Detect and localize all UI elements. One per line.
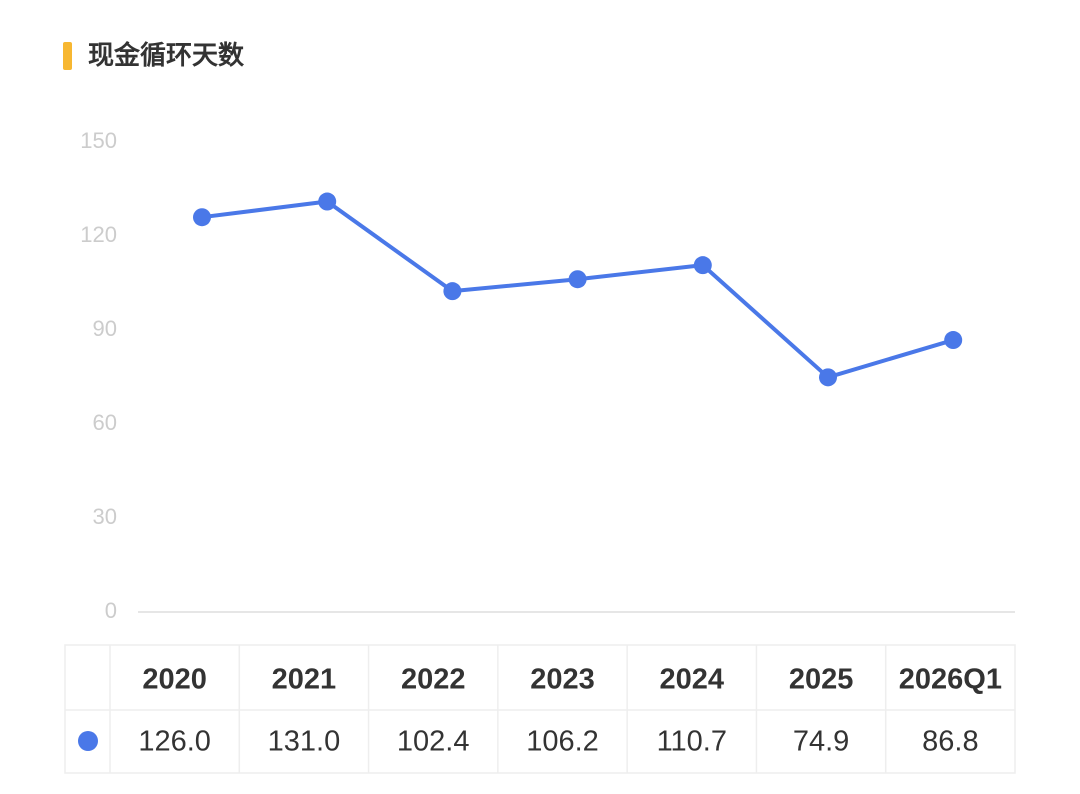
line (201, 199, 954, 380)
table-header: 2023 (530, 664, 595, 696)
y-tick-label: 30 (93, 504, 117, 529)
table-header: 2024 (660, 664, 725, 696)
table-value: 126.0 (138, 726, 211, 758)
point (568, 270, 587, 289)
table-border (64, 644, 1016, 774)
y-tick-label: 90 (93, 316, 117, 341)
y-tick-label: 120 (80, 222, 117, 247)
table-value: 131.0 (268, 726, 341, 758)
table-value: 110.7 (657, 726, 727, 758)
legend-dot (78, 731, 98, 751)
table-header: 2025 (789, 664, 854, 696)
table-value: 74.9 (793, 726, 849, 758)
table-header: 2021 (272, 664, 337, 696)
point (318, 192, 337, 211)
table-value: 86.8 (922, 726, 978, 758)
table-header: 2026Q1 (899, 664, 1002, 696)
point (693, 256, 712, 275)
title-accent (63, 42, 72, 70)
table-header: 2022 (401, 664, 466, 696)
table-value: 102.4 (397, 726, 470, 758)
chart-title: 现金循环天数 (88, 40, 245, 70)
point (193, 208, 211, 227)
y-tick-label: 150 (80, 128, 117, 153)
point (443, 282, 462, 301)
point (944, 331, 963, 350)
data-table (64, 644, 1016, 774)
point (819, 368, 837, 387)
y-tick-label: 0 (105, 598, 117, 623)
table-value: 106.2 (526, 726, 599, 758)
table-header: 2020 (142, 664, 207, 696)
y-tick-label: 60 (93, 410, 117, 435)
